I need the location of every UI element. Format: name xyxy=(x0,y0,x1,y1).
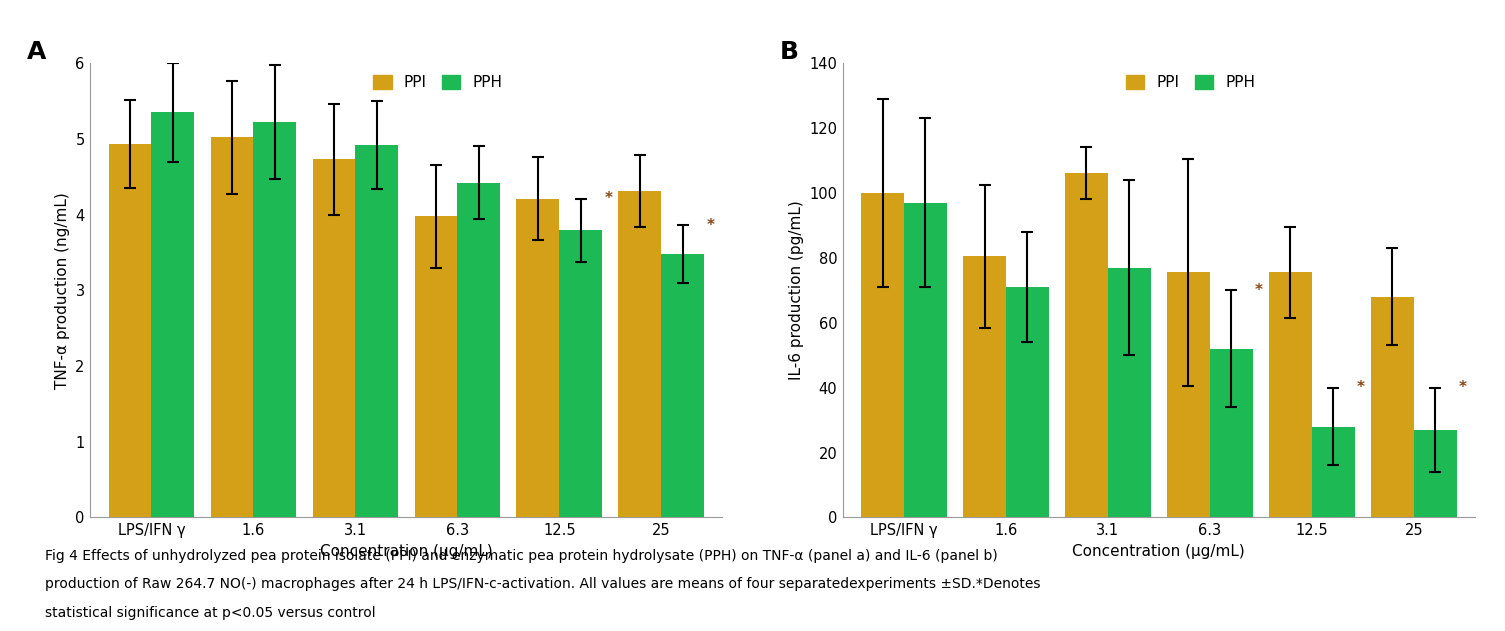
Bar xyxy=(1166,273,1210,517)
Bar xyxy=(861,193,905,517)
Text: *: * xyxy=(604,191,613,206)
Bar xyxy=(1269,273,1312,517)
X-axis label: Concentration (µg/mL): Concentration (µg/mL) xyxy=(321,543,492,558)
X-axis label: Concentration (µg/mL): Concentration (µg/mL) xyxy=(1073,543,1245,558)
Bar xyxy=(1210,349,1252,517)
Bar xyxy=(313,159,355,517)
Bar xyxy=(253,122,296,517)
Bar xyxy=(661,254,704,517)
Text: B: B xyxy=(780,40,799,64)
Bar xyxy=(516,199,560,517)
Bar xyxy=(108,144,152,517)
Y-axis label: IL-6 production (pg/mL): IL-6 production (pg/mL) xyxy=(789,201,804,380)
Bar xyxy=(1005,287,1049,517)
Bar xyxy=(1312,427,1354,517)
Text: production of Raw 264.7 NO(-) macrophages after 24 h LPS/IFN-c-activation. All v: production of Raw 264.7 NO(-) macrophage… xyxy=(45,577,1040,591)
Bar xyxy=(355,145,399,517)
Bar xyxy=(905,203,947,517)
Text: A: A xyxy=(27,40,47,64)
Bar xyxy=(1066,174,1108,517)
Legend: PPI, PPH: PPI, PPH xyxy=(369,71,507,95)
Text: Fig 4 Effects of unhydrolyzed pea protein isolate (PPI) and enzymatic pea protei: Fig 4 Effects of unhydrolyzed pea protei… xyxy=(45,549,998,563)
Bar xyxy=(458,183,500,517)
Legend: PPI, PPH: PPI, PPH xyxy=(1121,71,1260,95)
Bar xyxy=(152,112,194,517)
Text: *: * xyxy=(1458,380,1467,395)
Text: statistical significance at p<0.05 versus control: statistical significance at p<0.05 versu… xyxy=(45,606,376,620)
Y-axis label: TNF-α production (ng/mL): TNF-α production (ng/mL) xyxy=(54,192,69,389)
Bar xyxy=(619,191,661,517)
Bar xyxy=(211,138,253,517)
Bar xyxy=(560,230,602,517)
Bar xyxy=(1371,297,1413,517)
Bar xyxy=(963,256,1005,517)
Bar xyxy=(1413,430,1457,517)
Bar xyxy=(414,216,458,517)
Text: *: * xyxy=(1356,380,1365,395)
Text: *: * xyxy=(706,218,715,233)
Bar xyxy=(1108,268,1151,517)
Text: *: * xyxy=(1255,283,1263,298)
